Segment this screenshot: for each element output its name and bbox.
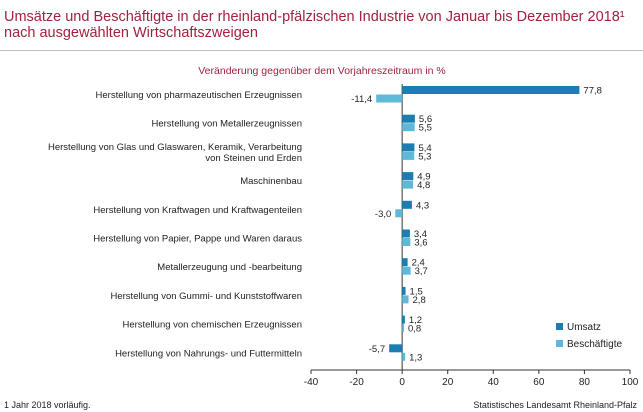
- chart-subtitle: Veränderung gegenüber dem Vorjahreszeitr…: [198, 65, 446, 77]
- data-label-umsatz: 3,4: [414, 229, 427, 240]
- data-label-umsatz: 5,4: [418, 143, 431, 154]
- data-label-umsatz: 1,5: [410, 286, 423, 297]
- x-tick-label: -20: [349, 377, 364, 388]
- x-tick-label: 20: [442, 377, 454, 388]
- bar-umsatz: [402, 143, 415, 152]
- bar-umsatz: [402, 200, 412, 209]
- data-label-beschaeftigte: 3,7: [415, 266, 428, 277]
- data-label-beschaeftigte: 0,8: [408, 324, 421, 335]
- footnote: 1 Jahr 2018 vorläufig.: [4, 400, 91, 410]
- category-label: von Steinen und Erden: [205, 153, 302, 164]
- x-tick-label: 0: [399, 377, 405, 388]
- bar-beschaeftigte: [402, 324, 404, 333]
- bar-umsatz: [402, 172, 414, 181]
- category-label: Herstellung von Kraftwagen und Kraftwage…: [93, 205, 302, 216]
- data-label-beschaeftigte: 4,8: [417, 180, 430, 191]
- bar-beschaeftigte: [402, 151, 415, 160]
- data-label-beschaeftigte: 1,3: [409, 352, 422, 363]
- data-label-umsatz: 2,4: [412, 258, 425, 269]
- bar-umsatz: [402, 258, 408, 267]
- bar-beschaeftigte: [376, 94, 403, 103]
- x-tick-label: 40: [488, 377, 500, 388]
- data-label-umsatz: 4,9: [417, 172, 430, 183]
- legend-label-umsatz: Umsatz: [567, 322, 601, 333]
- category-label: Herstellung von chemischen Erzeugnissen: [122, 320, 302, 331]
- legend-swatch-beschaeftigte: [556, 340, 563, 347]
- category-label: Maschinenbau: [240, 176, 302, 187]
- bar-umsatz: [389, 344, 403, 353]
- bar-beschaeftigte: [402, 123, 415, 132]
- bar-umsatz: [402, 114, 415, 123]
- bar-beschaeftigte: [402, 352, 406, 361]
- category-label: Herstellung von Papier, Pappe und Waren …: [93, 234, 302, 245]
- bar-umsatz: [402, 229, 410, 238]
- category-label: Herstellung von Nahrungs- und Futtermitt…: [115, 348, 302, 359]
- category-label: Herstellung von Metallerzeugnissen: [152, 119, 303, 130]
- chart-title: Umsätze und Beschäftigte in der rheinlan…: [4, 9, 625, 41]
- data-label-beschaeftigte: -3,0: [375, 209, 391, 220]
- bar-umsatz: [402, 315, 405, 324]
- bar-beschaeftigte: [395, 209, 403, 218]
- data-label-umsatz: 5,6: [419, 114, 432, 125]
- title-divider: [0, 50, 643, 51]
- x-tick-label: -40: [304, 377, 319, 388]
- data-label-umsatz: -5,7: [369, 344, 385, 355]
- source-note: Statistisches Landesamt Rheinland-Pfalz: [473, 400, 637, 410]
- bar-umsatz: [402, 86, 580, 94]
- data-label-beschaeftigte: 3,6: [414, 238, 427, 249]
- legend-swatch-umsatz: [556, 323, 563, 330]
- bar-beschaeftigte: [402, 180, 414, 189]
- data-label-beschaeftigte: 5,5: [419, 123, 432, 134]
- data-label-beschaeftigte: 2,8: [413, 295, 426, 306]
- data-label-beschaeftigte: -11,4: [351, 94, 372, 105]
- category-label: Herstellung von Gummi- und Kunststoffwar…: [111, 291, 303, 302]
- data-label-beschaeftigte: 5,3: [418, 151, 431, 162]
- bar-beschaeftigte: [402, 266, 411, 275]
- legend-label-beschaeftigte: Beschäftigte: [567, 339, 622, 350]
- category-label: Herstellung von Glas und Glaswaren, Kera…: [48, 142, 302, 153]
- x-tick-label: 60: [533, 377, 545, 388]
- x-tick-label: 80: [579, 377, 591, 388]
- data-label-umsatz: 77,8: [583, 86, 602, 97]
- bar-umsatz: [402, 286, 406, 295]
- x-tick-label: 100: [622, 377, 639, 388]
- category-label: Metallerzeugung und -bearbeitung: [157, 262, 302, 273]
- bar-beschaeftigte: [402, 238, 411, 246]
- data-label-umsatz: 1,2: [409, 315, 422, 326]
- category-label: Herstellung von pharmazeutischen Erzeugn…: [96, 90, 302, 101]
- bar-beschaeftigte: [402, 295, 409, 304]
- data-label-umsatz: 4,3: [416, 200, 429, 211]
